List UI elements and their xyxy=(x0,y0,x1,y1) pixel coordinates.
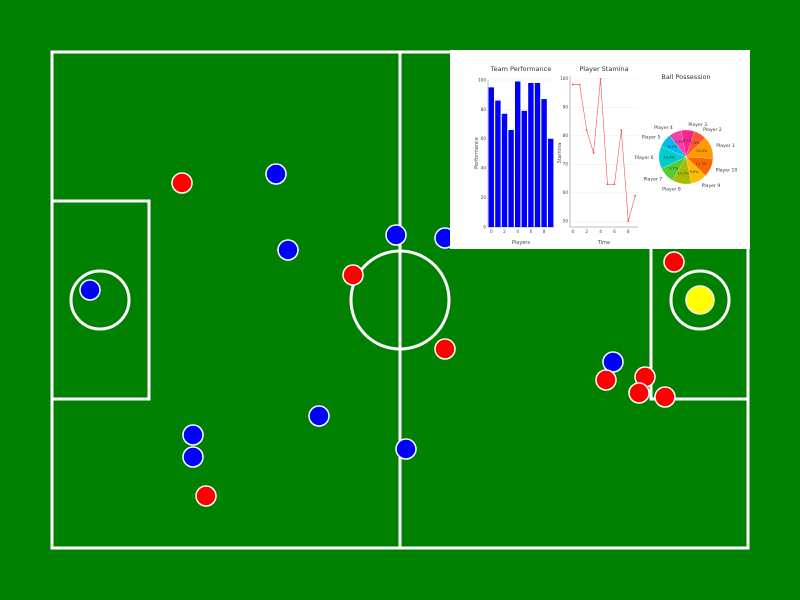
stats-overlay: Team Performance Players Performance 0 20… xyxy=(450,50,750,249)
blue-player[interactable] xyxy=(80,280,100,300)
slice-percent: 9.6% xyxy=(689,170,699,174)
bar xyxy=(495,101,500,227)
data-point xyxy=(634,195,636,197)
slice-label: Player 5 xyxy=(642,135,661,141)
slice-percent: 11.5% xyxy=(678,172,690,176)
bar xyxy=(535,83,540,227)
x-tick-label: 0 xyxy=(490,229,493,234)
bar xyxy=(528,83,533,227)
y-tick-label: 70 xyxy=(563,162,569,167)
bar xyxy=(508,130,513,227)
data-point xyxy=(620,129,622,131)
x-tick-label: 8 xyxy=(543,229,546,234)
ball-possession-chart: Ball Possession 13.4% Player 1 11.3% Player… xyxy=(635,73,737,192)
blue-player[interactable] xyxy=(386,225,406,245)
y-tick-label: 0 xyxy=(483,224,486,229)
blue-player[interactable] xyxy=(183,425,203,445)
x-axis-label: Time xyxy=(597,240,610,246)
chart-title: Ball Possession xyxy=(661,73,710,81)
slice-label: Player 2 xyxy=(703,127,722,133)
slice-percent: 11.3% xyxy=(696,162,708,166)
y-tick-label: 60 xyxy=(563,190,569,195)
y-tick-label: 80 xyxy=(481,107,487,112)
data-point xyxy=(614,183,616,185)
x-tick-label: 4 xyxy=(516,229,519,234)
data-point xyxy=(572,84,574,86)
y-tick-label: 50 xyxy=(563,219,569,224)
red-player[interactable] xyxy=(196,486,216,506)
data-point xyxy=(607,183,609,185)
slice-percent: 8.2% xyxy=(668,145,678,149)
red-player[interactable] xyxy=(596,370,616,390)
slice-label: Player 6 xyxy=(635,155,654,161)
slice-label: Player 9 xyxy=(702,183,721,189)
series-line xyxy=(573,79,635,221)
slice-percent: 7.3% xyxy=(690,141,700,145)
red-player[interactable] xyxy=(664,252,684,272)
blue-player[interactable] xyxy=(266,164,286,184)
data-point xyxy=(586,129,588,131)
y-axis-label: Stamina xyxy=(557,143,563,164)
y-tick-label: 80 xyxy=(563,133,569,138)
bar xyxy=(548,139,553,227)
x-tick-label: 2 xyxy=(585,229,588,234)
y-tick-label: 100 xyxy=(478,77,486,82)
ball[interactable] xyxy=(686,286,714,314)
slice-percent: 9.7% xyxy=(669,167,679,171)
y-axis-label: Performance xyxy=(474,137,480,169)
y-tick-label: 60 xyxy=(481,136,487,141)
x-tick-label: 8 xyxy=(627,229,630,234)
slice-label: Player 10 xyxy=(716,167,738,173)
left-goal-circle xyxy=(71,271,129,329)
bar xyxy=(502,114,507,227)
x-tick-label: 6 xyxy=(613,229,616,234)
bar xyxy=(522,111,527,227)
blue-player[interactable] xyxy=(309,406,329,426)
x-tick-label: 6 xyxy=(530,229,533,234)
y-tick-label: 100 xyxy=(560,76,568,81)
red-player[interactable] xyxy=(343,265,363,285)
left-penalty-area xyxy=(52,201,149,399)
y-tick-label: 40 xyxy=(481,166,487,171)
red-player[interactable] xyxy=(172,173,192,193)
data-point xyxy=(593,152,595,154)
bar xyxy=(515,81,520,227)
stats-charts: Team Performance Players Performance 020… xyxy=(450,50,750,249)
x-tick-label: 4 xyxy=(599,229,602,234)
slice-label: Player 8 xyxy=(662,186,681,192)
data-point xyxy=(600,78,602,80)
x-tick-label: 2 xyxy=(503,229,506,234)
chart-title: Player Stamina xyxy=(579,65,628,73)
blue-player[interactable] xyxy=(396,439,416,459)
y-tick-label: 20 xyxy=(481,195,487,200)
y-tick-label: 90 xyxy=(563,105,569,110)
red-player[interactable] xyxy=(655,387,675,407)
red-player[interactable] xyxy=(629,383,649,403)
player-stamina-chart: Player Stamina Time Stamina 506070809010… xyxy=(557,65,638,246)
team-performance-chart: Team Performance Players Performance 020… xyxy=(474,65,554,246)
slice-label: Player 1 xyxy=(716,143,735,149)
slice-label: Player 7 xyxy=(643,176,662,182)
slice-percent: 13.4% xyxy=(696,149,708,153)
blue-player[interactable] xyxy=(603,352,623,372)
data-point xyxy=(579,84,581,86)
slice-percent: 13.4% xyxy=(664,156,676,160)
bar xyxy=(489,87,494,227)
chart-title: Team Performance xyxy=(490,65,551,73)
red-player[interactable] xyxy=(435,339,455,359)
blue-player[interactable] xyxy=(183,447,203,467)
blue-player[interactable] xyxy=(278,240,298,260)
bar xyxy=(541,99,546,227)
x-tick-label: 0 xyxy=(571,229,574,234)
x-axis-label: Players xyxy=(512,240,531,246)
slice-label: Player 4 xyxy=(654,125,673,131)
data-point xyxy=(627,220,629,222)
